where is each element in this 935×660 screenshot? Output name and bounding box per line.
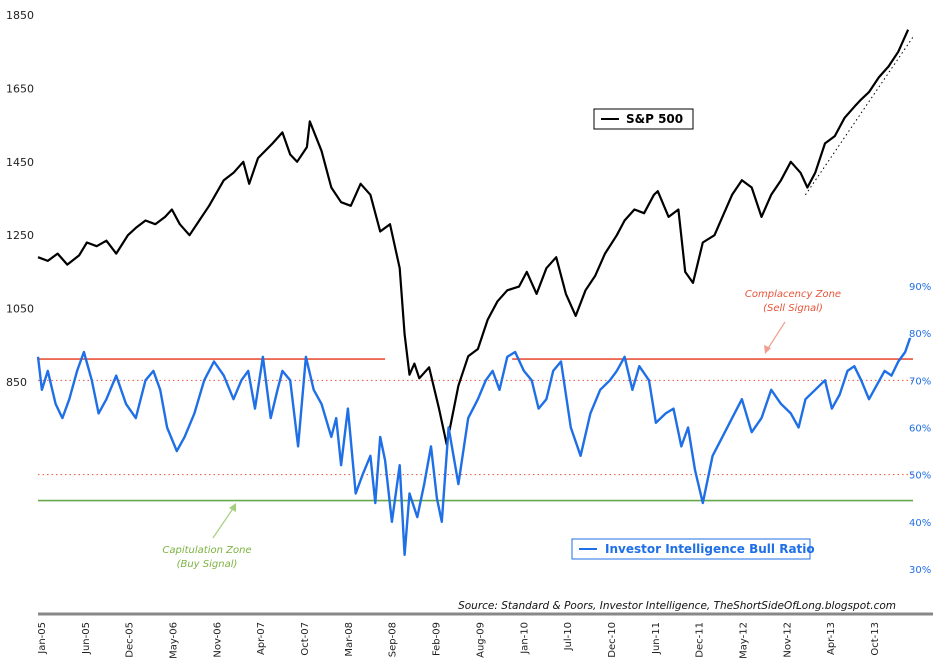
x-tick-label: Apr-07 [256, 622, 267, 655]
capitulation-arrow-head [229, 503, 236, 512]
buy-signal-label: (Buy Signal) [177, 559, 238, 570]
right-tick-label: 70% [909, 376, 931, 387]
right-tick-label: 60% [909, 424, 931, 435]
complacency-zone-label: Complacency Zone [745, 289, 841, 300]
right-axis-ticks: 90% 80% 70% 60% 50% 40% 30% [909, 282, 931, 576]
x-tick-label: Dec-05 [125, 622, 136, 658]
x-tick-label: Feb-09 [432, 622, 443, 656]
x-tick-label: Dec-10 [607, 622, 618, 658]
left-tick-label: 1050 [6, 303, 34, 316]
left-tick-label: 1450 [6, 156, 34, 169]
x-tick-label: May-12 [738, 622, 749, 659]
x-tick-label: Sep-08 [388, 622, 399, 657]
series-line-bull-ratio [36, 337, 912, 556]
complacency-arrow [766, 321, 786, 351]
legend-bull-ratio: Investor Intelligence Bull Ratio [571, 538, 815, 560]
x-tick-label: Jul-10 [563, 622, 574, 651]
legend-sp500-label: S&P 500 [626, 112, 683, 126]
reference-lines [38, 36, 914, 502]
right-tick-label: 30% [909, 565, 931, 576]
x-tick-label: Jun-05 [81, 622, 92, 655]
x-tick-label: Jun-11 [651, 622, 662, 655]
right-tick-label: 90% [909, 282, 931, 293]
x-tick-label: Nov-06 [212, 622, 223, 658]
legend-bull-ratio-label: Investor Intelligence Bull Ratio [605, 542, 815, 556]
x-tick-label: May-06 [169, 622, 180, 659]
left-tick-label: 850 [6, 376, 27, 389]
x-tick-label: Dec-11 [695, 622, 706, 658]
left-tick-label: 1850 [6, 9, 34, 22]
series-layer [36, 29, 912, 556]
source-note: Source: Standard & Poors, Investor Intel… [458, 600, 896, 612]
legend-sp500: S&P 500 [593, 108, 694, 130]
x-tick-label: Aug-09 [475, 622, 486, 658]
capitulation-zone-label: Capitulation Zone [162, 545, 251, 556]
complacency-arrow-head [764, 345, 771, 354]
capitulation-arrow [212, 506, 235, 539]
right-tick-label: 80% [909, 329, 931, 340]
x-tick-label: Apr-13 [826, 622, 837, 655]
right-tick-label: 50% [909, 471, 931, 482]
right-tick-label: 40% [909, 518, 931, 529]
x-tick-label: Jan-10 [519, 622, 530, 655]
x-axis-ticks: Jan-05 Jun-05 Dec-05 May-06 Nov-06 Apr-07 Oct-… [37, 622, 881, 659]
left-axis-ticks: 1850 1650 1450 1250 1050 850 [6, 9, 34, 389]
left-tick-label: 1250 [6, 229, 34, 242]
x-tick-label: Oct-07 [300, 622, 311, 656]
x-tick-label: Oct-13 [870, 622, 881, 656]
sell-signal-label: (Sell Signal) [763, 303, 823, 314]
x-tick-label: Nov-12 [782, 622, 793, 658]
left-tick-label: 1650 [6, 82, 34, 95]
legend-sp500-box [593, 108, 694, 130]
x-tick-label: Mar-08 [344, 622, 355, 657]
reference-line-5 [805, 36, 914, 196]
x-tick-label: Jan-05 [37, 622, 48, 655]
series-line-sp500 [37, 29, 910, 446]
legend-bull-ratio-box [571, 538, 811, 560]
